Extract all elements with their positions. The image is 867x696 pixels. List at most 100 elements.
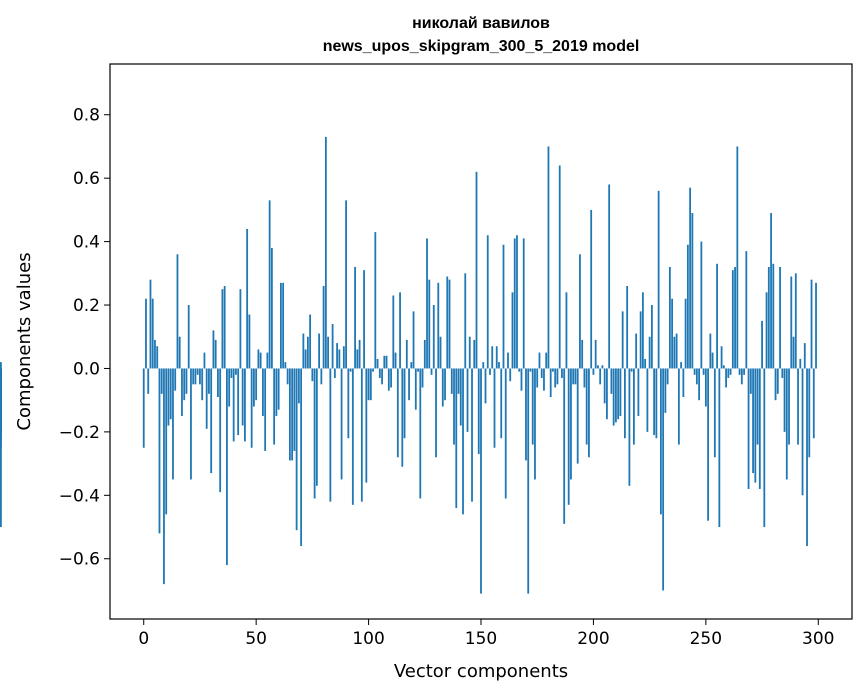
x-tick-label: 200 [577,629,609,649]
bar [421,368,424,388]
bar [812,368,815,439]
bar [693,368,696,375]
bar [783,368,786,432]
bar [653,368,656,436]
bar [374,232,377,369]
bar [279,282,282,369]
bar [547,146,550,369]
bar [799,358,802,369]
y-tick-label: −0.2 [59,423,100,443]
y-tick-label: 0.2 [73,296,100,316]
bar [702,368,705,375]
bar [291,368,294,461]
bar [617,368,620,420]
bar [223,286,226,369]
bar [725,368,727,388]
x-tick-label: 100 [352,629,384,649]
bar [779,266,781,369]
y-axis-label: Components values [14,252,35,430]
bar [239,289,242,369]
bar [657,190,660,369]
bar [677,368,680,445]
bar [309,314,312,369]
bar [172,368,174,480]
bar [473,339,476,369]
bar [199,368,201,385]
bar [749,368,752,394]
bar [336,343,338,369]
bar [354,266,356,369]
bar [588,368,590,458]
bar [435,368,437,458]
bar [399,292,401,369]
bar [417,368,419,372]
bar [453,368,455,445]
bar [394,352,397,369]
bar [776,368,779,394]
bar [0,362,2,369]
bar [358,339,361,369]
bar [608,184,611,369]
bar [689,187,692,369]
bar [603,368,606,404]
bar [232,368,235,442]
bar [536,368,539,388]
bar [767,266,770,369]
bar [788,368,790,445]
bar [592,368,595,375]
bar [601,365,604,369]
bar [761,320,763,369]
bar [349,368,352,372]
y-tick-label: −0.6 [59,550,100,570]
bar [752,368,754,474]
bar [302,333,305,369]
bar [583,368,586,388]
bar [477,368,480,455]
bar [785,368,788,480]
bar [347,368,350,439]
x-tick-label: 0 [138,629,149,649]
bar [360,368,363,502]
bar [538,352,541,369]
bar [203,352,206,369]
bar [579,254,581,369]
bar [486,235,489,369]
bar [266,352,269,369]
bar [471,368,473,502]
x-tick-label: 300 [802,629,834,649]
bar [495,346,498,369]
bar [333,368,336,378]
bar [369,368,372,401]
bar [570,368,572,480]
bar [165,368,168,515]
bar [720,346,723,369]
bar [286,368,289,385]
bar [437,282,440,369]
bar [597,365,599,369]
bar [241,368,244,426]
bar [185,368,188,394]
bar [511,292,514,369]
bar [502,244,505,369]
bar [288,368,291,461]
bar [543,368,545,391]
bar [637,368,640,417]
bar [797,368,799,445]
bar [736,146,739,369]
bar [480,368,482,594]
bar [387,368,390,391]
bar [734,266,736,369]
bar [468,336,471,369]
bar [295,368,298,531]
bar [630,368,633,372]
bar [704,368,707,407]
bar [556,368,559,385]
bar [525,368,527,461]
bar [740,368,743,385]
bar [237,368,240,436]
bar [745,251,748,369]
bar [448,279,451,369]
bar [531,368,534,445]
bar [277,368,280,410]
